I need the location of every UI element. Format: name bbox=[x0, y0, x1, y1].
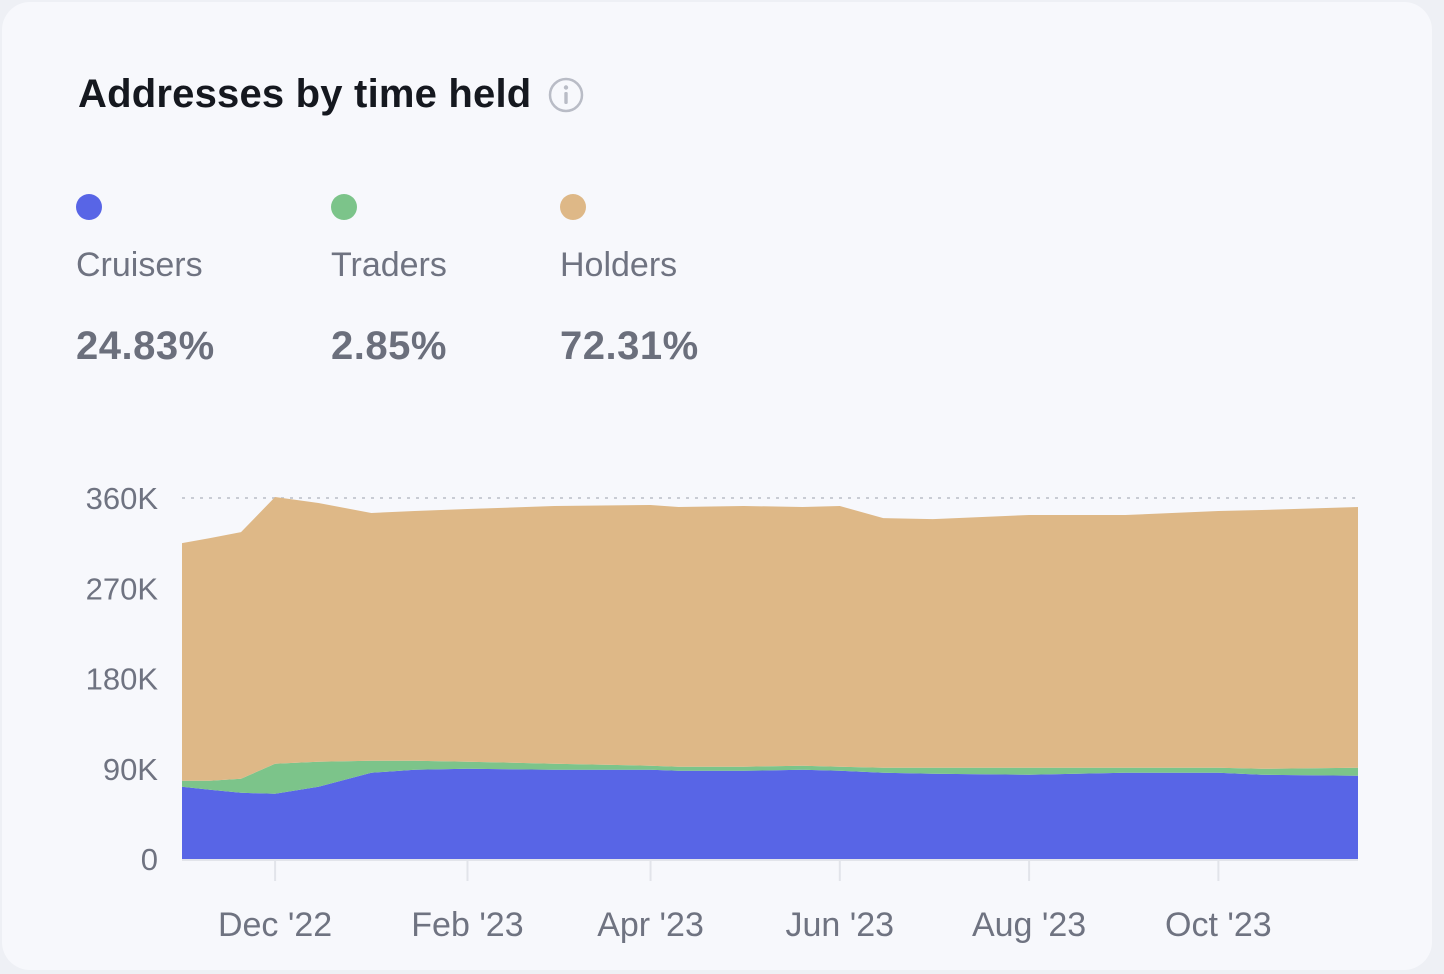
area-traders bbox=[182, 760, 1358, 794]
area-cruisers bbox=[182, 768, 1358, 859]
legend-item-cruisers[interactable]: Cruisers 24.83% bbox=[76, 194, 214, 368]
legend-label-traders: Traders bbox=[331, 246, 447, 284]
legend-value-holders: 72.31% bbox=[560, 324, 699, 368]
legend-label-holders: Holders bbox=[560, 246, 678, 284]
y-tick-label: 0 bbox=[141, 842, 158, 877]
info-icon[interactable] bbox=[547, 76, 585, 114]
legend-item-holders[interactable]: Holders 72.31% bbox=[560, 194, 698, 368]
x-tick-label: Oct '23 bbox=[1165, 906, 1272, 944]
legend-value-traders: 2.85% bbox=[331, 324, 447, 368]
x-tick-label: Apr '23 bbox=[597, 906, 704, 944]
card-title: Addresses by time held bbox=[78, 72, 532, 116]
y-tick-label: 90K bbox=[103, 752, 158, 787]
legend-item-traders[interactable]: Traders 2.85% bbox=[331, 194, 447, 368]
x-tick-label: Jun '23 bbox=[786, 906, 895, 944]
holders-dot bbox=[560, 194, 586, 220]
legend-label-cruisers: Cruisers bbox=[76, 246, 203, 284]
y-tick-label: 270K bbox=[86, 571, 159, 606]
legend-value-cruisers: 24.83% bbox=[76, 324, 215, 368]
x-tick-label: Aug '23 bbox=[972, 906, 1086, 944]
title-row: Addresses by time held bbox=[78, 72, 585, 117]
y-tick-label: 180K bbox=[86, 662, 159, 697]
cruisers-dot bbox=[76, 194, 102, 220]
area-holders bbox=[182, 497, 1358, 781]
y-tick-label: 360K bbox=[86, 481, 159, 516]
x-tick-label: Feb '23 bbox=[411, 906, 523, 944]
traders-dot bbox=[331, 194, 357, 220]
x-tick-label: Dec '22 bbox=[218, 906, 332, 944]
